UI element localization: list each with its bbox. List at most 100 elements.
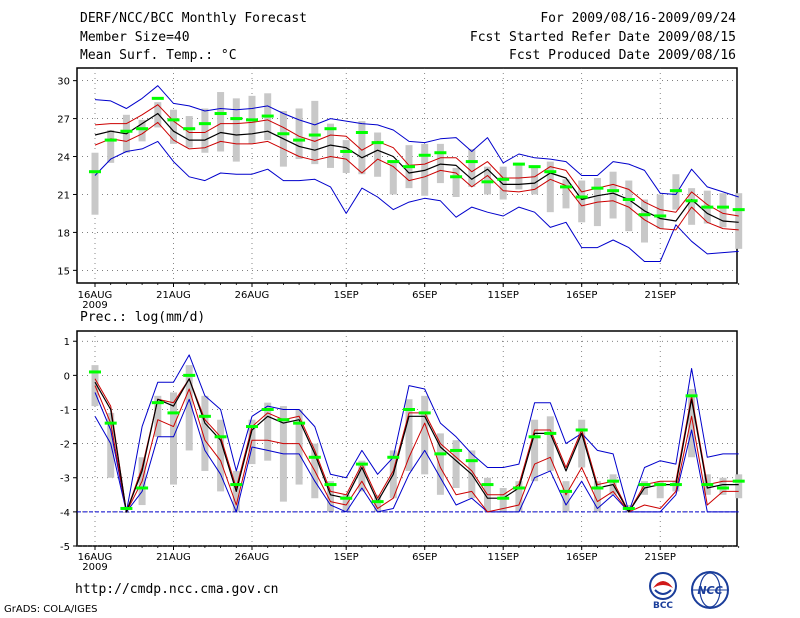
prec-box	[154, 395, 162, 437]
temp-ytick-label: 18	[57, 228, 70, 239]
prec-box	[672, 481, 680, 492]
temp-box	[546, 161, 554, 213]
prec-box	[546, 416, 554, 471]
prec-xtick-label: 16SEP	[566, 552, 597, 563]
forecast-period: For 2009/08/16-2009/09/24	[540, 11, 736, 26]
ncc-logo: NCC	[691, 571, 729, 609]
temp-max-line	[94, 85, 739, 198]
temp-box	[170, 109, 177, 144]
temp-box	[217, 92, 225, 152]
temp-xtick-year: 2009	[82, 300, 107, 311]
temp-box	[374, 132, 382, 177]
prec-box	[170, 392, 177, 485]
temp-box	[327, 123, 334, 168]
temp-xtick-label: 16AUG	[78, 290, 113, 301]
temp-box	[389, 160, 397, 195]
bcc-logo-swirl	[653, 581, 673, 588]
prec-box	[515, 481, 523, 512]
prec-box	[688, 389, 696, 458]
temp-ytick-label: 24	[57, 153, 70, 164]
temp-box	[656, 194, 664, 229]
prec-box	[374, 494, 382, 512]
prec-box	[421, 395, 429, 475]
temp-box	[436, 143, 444, 184]
prec-box	[295, 409, 303, 485]
temp-box	[688, 188, 696, 225]
temp-lower-band-line	[94, 121, 739, 231]
prec-xtick-year: 2009	[82, 562, 107, 573]
prec-ytick-label: -1	[60, 405, 70, 416]
temp-box	[625, 180, 633, 232]
temp-box	[562, 179, 570, 209]
temp-box	[641, 199, 648, 243]
prec-panel-title: Prec.: log(mm/d)	[80, 310, 206, 325]
prec-xtick-label: 16AUG	[78, 552, 113, 563]
prec-xtick-label: 11SEP	[487, 552, 518, 563]
prec-box	[735, 474, 743, 499]
prec-box	[405, 399, 413, 471]
fcst-started-date: Fcst Started Refer Date 2009/08/15	[469, 30, 736, 45]
grads-credit: GrADS: COLA/IGES	[4, 604, 98, 615]
temp-xtick-label: 21AUG	[156, 290, 191, 301]
prec-box	[562, 481, 570, 512]
prec-box	[499, 487, 507, 512]
temp-upper-band-line	[94, 104, 739, 217]
prec-ytick-label: -3	[60, 474, 70, 485]
temp-box	[342, 140, 350, 173]
temp-panel-title: Mean Surf. Temp.: °C	[80, 48, 237, 63]
bcc-logo-ring	[649, 572, 677, 600]
prec-xtick-label: 26AUG	[235, 552, 270, 563]
temp-ytick-label: 27	[57, 115, 70, 126]
prec-max-line	[94, 354, 739, 513]
temp-mean-line	[94, 112, 739, 223]
prec-box	[327, 481, 334, 512]
temp-box	[358, 121, 366, 175]
prec-xtick-label: 21SEP	[644, 552, 675, 563]
prec-box	[578, 419, 586, 468]
prec-box	[201, 395, 209, 471]
prec-box	[593, 481, 601, 512]
temp-box	[185, 116, 193, 148]
temp-box	[107, 129, 115, 163]
member-size-label: Member Size=40	[80, 30, 190, 45]
temp-xtick-label: 1SEP	[334, 290, 359, 301]
prec-min-line	[94, 392, 739, 513]
temp-box	[138, 119, 146, 142]
temp-box	[232, 98, 240, 162]
temp-box	[91, 152, 99, 215]
prec-box	[342, 494, 350, 512]
prec-lower-band-line	[94, 385, 739, 513]
temp-box	[609, 171, 617, 219]
temp-box	[578, 180, 586, 223]
prec-box	[358, 460, 366, 492]
temp-ytick-label: 21	[57, 190, 70, 201]
temp-box	[735, 193, 743, 249]
ncc-logo-text: NCC	[697, 584, 722, 597]
temp-xtick-label: 6SEP	[412, 290, 437, 301]
prec-xtick-label: 6SEP	[412, 552, 437, 563]
prec-ytick-label: -4	[60, 508, 70, 519]
temp-box	[154, 102, 162, 128]
prec-box	[531, 419, 539, 482]
temp-xtick-label: 26AUG	[235, 290, 270, 301]
temp-box	[499, 166, 507, 200]
temp-ytick-label: 15	[57, 266, 70, 277]
prec-ytick-label: -5	[60, 542, 70, 553]
bcc-logo: BCC	[649, 572, 677, 610]
prec-box	[264, 402, 272, 461]
temp-min-line	[94, 140, 739, 262]
temp-box	[719, 193, 727, 228]
temp-box	[311, 100, 319, 165]
prec-xtick-label: 21AUG	[156, 552, 191, 563]
temp-xtick-label: 11SEP	[487, 290, 518, 301]
temp-xtick-label: 16SEP	[566, 290, 597, 301]
temp-box	[201, 108, 209, 153]
source-url[interactable]: http://cmdp.ncc.cma.gov.cn	[75, 582, 279, 597]
prec-box	[656, 481, 664, 499]
prec-box	[185, 365, 193, 451]
fcst-produced-date: Fcst Produced Date 2009/08/16	[509, 48, 736, 63]
